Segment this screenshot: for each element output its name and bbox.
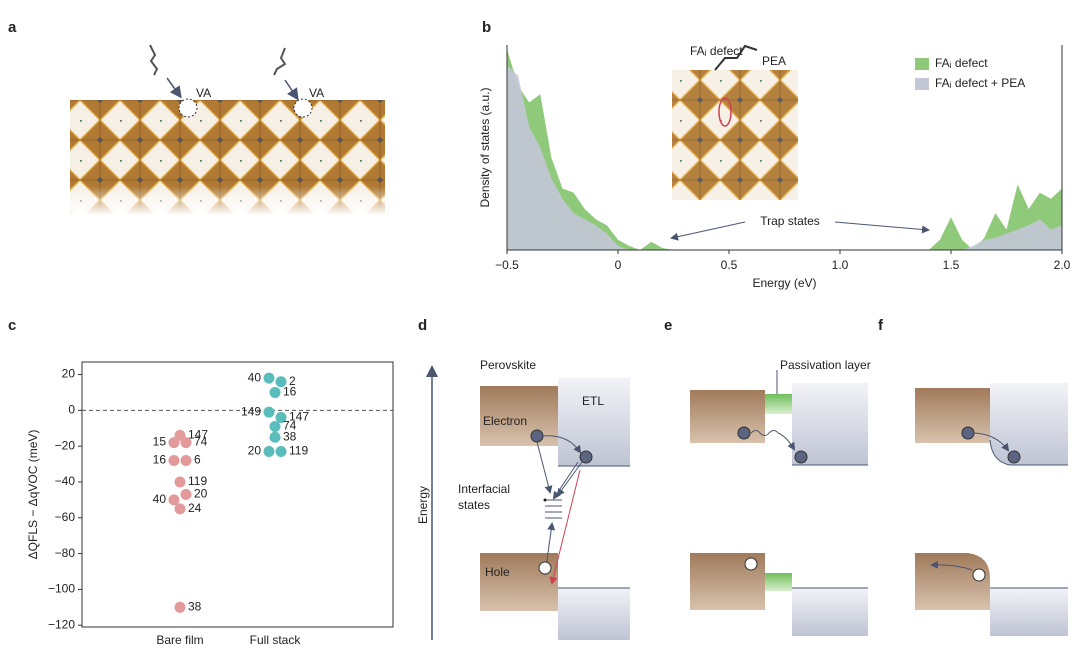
data-point (180, 454, 192, 466)
x-tick-label: Bare film (156, 633, 203, 647)
point-label: 40 (248, 370, 262, 384)
data-point (275, 412, 287, 424)
diagram-label: Passivation layer (780, 358, 871, 372)
point-label: 40 (153, 492, 167, 506)
point-label: 119 (188, 474, 207, 488)
diagram-label: states (458, 498, 490, 512)
x-tick-label: −0.5 (495, 258, 519, 272)
band-diagram (426, 365, 630, 640)
annotation-arrow (670, 221, 746, 241)
panel-label: f (878, 317, 884, 334)
legend-swatch (915, 58, 929, 70)
y-tick-label: 0 (68, 403, 75, 417)
panel-label: b (482, 19, 491, 36)
y-axis-label: ΔQFLS − ΔqVOC (meV) (26, 430, 40, 560)
axis-label: Energy (416, 486, 430, 524)
panel-label: d (418, 317, 427, 334)
legend-swatch (915, 78, 929, 90)
data-point (168, 437, 180, 449)
axes (81, 361, 394, 628)
point-label: 38 (188, 599, 202, 613)
point-label: 74 (194, 435, 208, 449)
data-point (269, 431, 281, 443)
x-axis-label: Energy (eV) (752, 276, 816, 290)
y-tick-label: −60 (55, 510, 76, 524)
x-tick-label: Full stack (250, 633, 302, 647)
point-label: 147 (289, 410, 309, 424)
data-point (269, 386, 281, 398)
band-diagram (690, 370, 868, 636)
data-point (275, 376, 287, 388)
y-tick-label: −100 (48, 582, 75, 596)
annotation: Trap states (760, 214, 820, 228)
inset-label: PEA (762, 54, 786, 68)
data-point (174, 601, 186, 613)
vacancy-label: VA (196, 86, 211, 100)
data-point (269, 420, 281, 432)
point-label: 38 (283, 429, 297, 443)
data-point (275, 446, 287, 458)
data-point (180, 437, 192, 449)
point-label: 6 (194, 453, 201, 467)
data-point (174, 503, 186, 515)
data-point (168, 454, 180, 466)
vacancy-label: VA (309, 86, 324, 100)
data-point (174, 476, 186, 488)
dos-area (507, 65, 1062, 250)
point-label: 24 (188, 501, 202, 515)
point-label: 147 (188, 428, 208, 442)
y-tick-label: 20 (62, 367, 76, 381)
data-point (180, 489, 192, 500)
point-label: 16 (153, 453, 167, 467)
data-point (263, 406, 275, 418)
diagram-label: ETL (582, 394, 604, 408)
y-tick-label: −40 (55, 474, 76, 488)
x-tick-label: 0 (615, 258, 622, 272)
data-point (263, 446, 275, 458)
diagram-label: Hole (485, 565, 510, 579)
y-tick-label: −80 (55, 546, 76, 560)
y-tick-label: −120 (48, 617, 75, 631)
x-tick-label: 1.5 (943, 258, 960, 272)
defect-inset (672, 44, 798, 200)
point-label: 74 (283, 419, 297, 433)
axes (506, 45, 1063, 251)
inset-label: FAᵢ defect (690, 44, 743, 58)
x-tick-label: 0.5 (721, 258, 738, 272)
diagram-label: Interfacial (458, 482, 510, 496)
point-label: 15 (153, 435, 167, 449)
perovskite-structure (70, 44, 385, 215)
x-tick-label: 1.0 (832, 258, 849, 272)
data-point (263, 372, 275, 384)
legend-label: FAᵢ defect + PEA (935, 76, 1025, 90)
annotation-arrow (834, 221, 930, 234)
band-diagram (915, 383, 1068, 636)
point-label: 149 (241, 404, 261, 418)
point-label: 20 (194, 487, 208, 501)
point-label: 16 (283, 385, 297, 399)
diagram-label: Electron (483, 414, 527, 428)
point-label: 119 (289, 444, 308, 458)
point-label: 20 (248, 444, 262, 458)
panel-label: e (664, 317, 672, 334)
diagram-label: Perovskite (480, 358, 536, 372)
x-tick-label: 2.0 (1054, 258, 1071, 272)
point-label: 2 (289, 374, 296, 388)
data-point (168, 494, 180, 506)
y-tick-label: −20 (55, 438, 76, 452)
panel-label: a (8, 19, 17, 36)
y-axis-label: Density of states (a.u.) (478, 87, 492, 207)
panel-label: c (8, 317, 16, 334)
legend-label: FAᵢ defect (935, 56, 988, 70)
